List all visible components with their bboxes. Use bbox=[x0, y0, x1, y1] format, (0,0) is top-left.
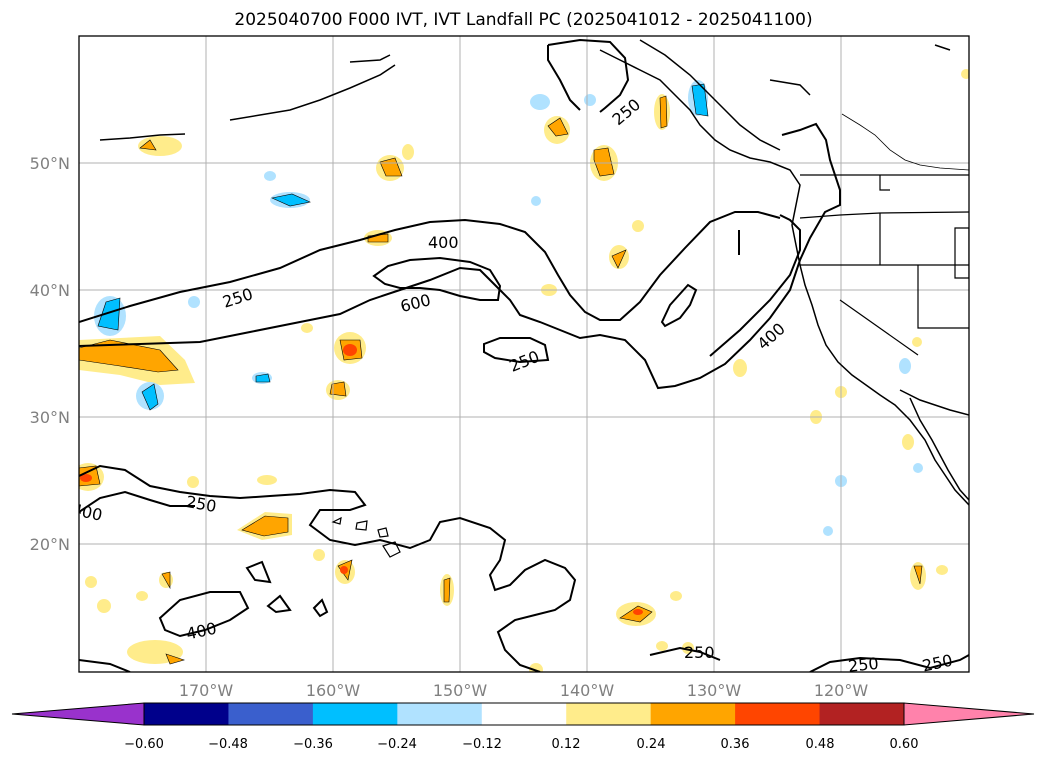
colorbar-segment bbox=[819, 703, 905, 725]
colorbar-ticks: −0.60 −0.48 −0.36 −0.24 −0.12 0.12 0.24 … bbox=[124, 737, 918, 752]
colorbar-segment bbox=[735, 703, 821, 725]
contour-label: 250 bbox=[921, 651, 955, 676]
contour-label: 250 bbox=[684, 643, 715, 662]
colorbar-tick: 0.24 bbox=[637, 737, 666, 752]
colorbar-segment bbox=[650, 703, 736, 725]
colorbar-tick: −0.24 bbox=[377, 737, 417, 752]
lat-label: 20°N bbox=[30, 535, 70, 554]
positive-pc-regions bbox=[79, 69, 969, 672]
contour-label: 600 bbox=[398, 290, 432, 316]
lon-label: 160°W bbox=[306, 681, 361, 700]
contour-label: 250 bbox=[220, 284, 255, 312]
contour-labels: 250 400 600 250 400 250 400 250 400 250 … bbox=[70, 95, 955, 676]
lat-label: 30°N bbox=[30, 408, 70, 427]
contour-label: 250 bbox=[185, 492, 218, 516]
lat-label: 50°N bbox=[30, 154, 70, 173]
coastlines bbox=[99, 39, 969, 506]
map-title: 2025040700 F000 IVT, IVT Landfall PC (20… bbox=[234, 10, 813, 30]
colorbar-tick: 0.36 bbox=[721, 737, 750, 752]
colorbar-segment bbox=[566, 703, 652, 725]
plot-frame bbox=[78, 35, 970, 673]
colorbar-tick: −0.60 bbox=[124, 737, 164, 752]
lon-label: 140°W bbox=[560, 681, 615, 700]
lon-label: 120°W bbox=[814, 681, 869, 700]
positive-pc-max bbox=[80, 344, 643, 615]
colorbar-frame bbox=[143, 702, 905, 726]
colorbar-extend-min bbox=[12, 703, 144, 725]
colorbar-tick: 0.12 bbox=[552, 737, 581, 752]
ivt-contours bbox=[79, 38, 969, 672]
lat-label: 40°N bbox=[30, 281, 70, 300]
negative-pc-regions bbox=[94, 80, 923, 536]
lon-label: 150°W bbox=[433, 681, 488, 700]
contour-label: 250 bbox=[847, 654, 879, 676]
canada-coast bbox=[841, 113, 969, 171]
colorbar-segment bbox=[312, 703, 398, 725]
colorbar-tick: −0.12 bbox=[462, 737, 502, 752]
graticule bbox=[79, 36, 969, 672]
contour-label: 400 bbox=[185, 619, 219, 644]
longitude-labels: 170°W 160°W 150°W 140°W 130°W 120°W bbox=[179, 681, 869, 700]
colorbar-tick: 0.60 bbox=[890, 737, 919, 752]
colorbar-tick: −0.36 bbox=[293, 737, 333, 752]
latitude-labels: 50°N 40°N 30°N 20°N bbox=[30, 154, 70, 554]
colorbar: −0.60 −0.48 −0.36 −0.24 −0.12 0.12 0.24 … bbox=[11, 702, 1035, 752]
contour-label: 250 bbox=[507, 347, 542, 376]
colorbar-segment bbox=[397, 703, 483, 725]
hawaii-islands bbox=[331, 516, 401, 558]
colorbar-segment bbox=[228, 703, 314, 725]
negative-pc-strong bbox=[97, 83, 709, 411]
contour-label: 400 bbox=[428, 233, 459, 252]
state-borders bbox=[799, 174, 969, 356]
contour-label: 400 bbox=[70, 500, 104, 525]
colorbar-tick: −0.48 bbox=[208, 737, 248, 752]
colorbar-segment bbox=[144, 703, 229, 725]
colorbar-segment bbox=[481, 703, 567, 725]
lon-label: 130°W bbox=[687, 681, 742, 700]
lon-label: 170°W bbox=[179, 681, 234, 700]
map-content: 250 400 600 250 400 250 400 250 400 250 … bbox=[70, 36, 969, 676]
colorbar-extend-max bbox=[904, 703, 1034, 725]
colorbar-segments bbox=[12, 703, 1034, 725]
colorbar-tick: 0.48 bbox=[806, 737, 835, 752]
contour-label: 400 bbox=[753, 319, 788, 354]
positive-pc-strong bbox=[79, 95, 923, 665]
